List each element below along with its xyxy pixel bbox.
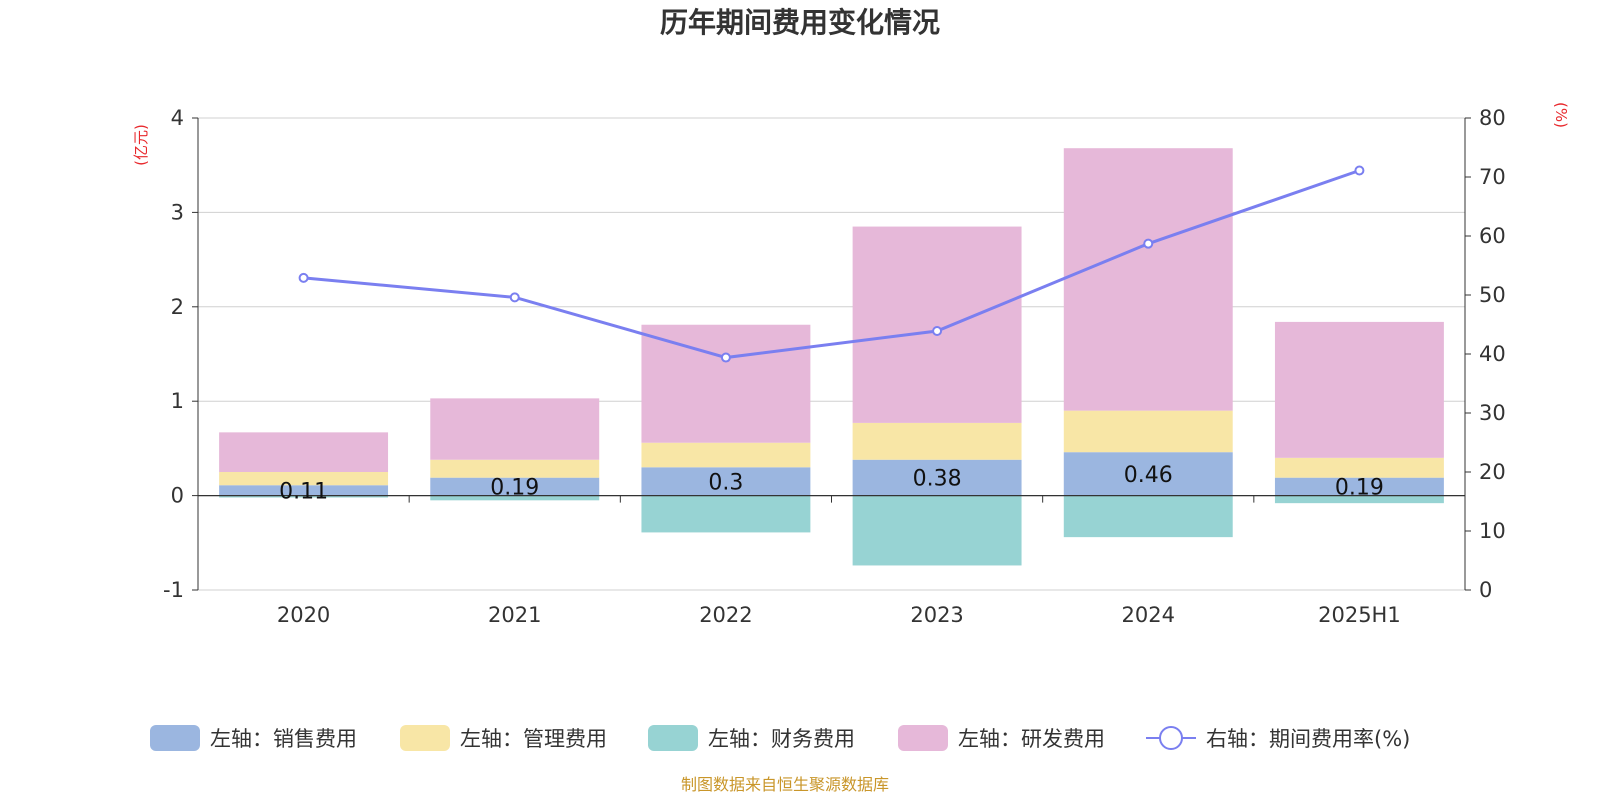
legend-label: 右轴：期间费用率(%) [1206, 727, 1410, 751]
legend-swatch [150, 725, 200, 751]
bar-data-label: 0.46 [1124, 463, 1173, 488]
source-note: 制图数据来自恒生聚源数据库 [681, 775, 889, 794]
bar-data-label: 0.3 [708, 470, 743, 495]
left-tick-label: 4 [171, 106, 184, 130]
rate-line [298, 165, 1365, 363]
category-label: 2022 [699, 603, 752, 627]
left-tick-label: 0 [171, 484, 184, 508]
left-tick-label: -1 [163, 578, 184, 602]
legend-swatch [648, 725, 698, 751]
right-tick-label: 20 [1479, 460, 1506, 484]
legend-label: 左轴：管理费用 [460, 727, 607, 751]
bar [1274, 495, 1444, 504]
rate-point [509, 292, 520, 303]
left-tick-label: 1 [171, 389, 184, 413]
right-tick-label: 0 [1479, 578, 1492, 602]
rate-point [720, 352, 731, 363]
legend-label: 左轴：财务费用 [708, 727, 855, 751]
bars [219, 148, 1444, 566]
left-tick-label: 3 [171, 200, 184, 224]
bar-data-label: 0.38 [913, 467, 962, 492]
bar [852, 495, 1022, 566]
category-label: 2020 [277, 603, 330, 627]
bar [219, 485, 389, 496]
data-labels: 0.11 0.19 0.3 0.38 0.46 0.19 [279, 463, 1384, 505]
bar-data-label: 0.19 [490, 476, 539, 501]
rate-line-path [303, 169, 1360, 360]
category-label: 2023 [910, 603, 963, 627]
bar-data-label: 0.11 [279, 479, 328, 504]
bar [430, 495, 600, 501]
legend-swatch [400, 725, 450, 751]
bar [641, 442, 811, 468]
right-tick-label: 70 [1479, 165, 1506, 189]
bar [641, 324, 811, 443]
bar [430, 477, 600, 496]
category-label: 2025H1 [1318, 603, 1401, 627]
left-axis-unit: (亿元) [132, 124, 150, 166]
right-axis-unit: (%) [1552, 102, 1570, 128]
legend-swatch [898, 725, 948, 751]
bar [430, 459, 600, 478]
bar [1274, 477, 1444, 496]
bar-data-label: 0.19 [1335, 476, 1384, 501]
bar [1274, 321, 1444, 458]
right-tick-label: 50 [1479, 283, 1506, 307]
bar [219, 472, 389, 486]
bar [852, 459, 1022, 496]
legend-marker [1159, 726, 1183, 750]
bar [219, 432, 389, 472]
legend: 左轴：销售费用 左轴：管理费用 左轴：财务费用 左轴：研发费用 右轴：期间费用率(%) [150, 725, 1410, 751]
left-tick-label: 2 [171, 295, 184, 319]
right-tick-label: 30 [1479, 401, 1506, 425]
bar [430, 398, 600, 460]
bar [1063, 495, 1233, 538]
right-tick-label: 40 [1479, 342, 1506, 366]
bar [1274, 457, 1444, 478]
bar [852, 226, 1022, 423]
legend-label: 左轴：销售费用 [210, 727, 357, 751]
chart-title: 历年期间费用变化情况 [660, 6, 940, 39]
category-label: 2021 [488, 603, 541, 627]
category-label: 2024 [1122, 603, 1175, 627]
rate-point [1354, 165, 1365, 176]
bar [852, 422, 1022, 460]
bar [1063, 452, 1233, 496]
rate-point [1143, 238, 1154, 249]
bar [641, 495, 811, 533]
bar [641, 467, 811, 496]
bar [219, 495, 389, 498]
rate-point [932, 325, 943, 336]
bar [1063, 410, 1233, 453]
right-tick-label: 10 [1479, 519, 1506, 543]
rate-point [298, 272, 309, 283]
right-tick-label: 60 [1479, 224, 1506, 248]
right-tick-label: 80 [1479, 106, 1506, 130]
bar [1063, 148, 1233, 411]
legend-label: 左轴：研发费用 [958, 727, 1105, 751]
